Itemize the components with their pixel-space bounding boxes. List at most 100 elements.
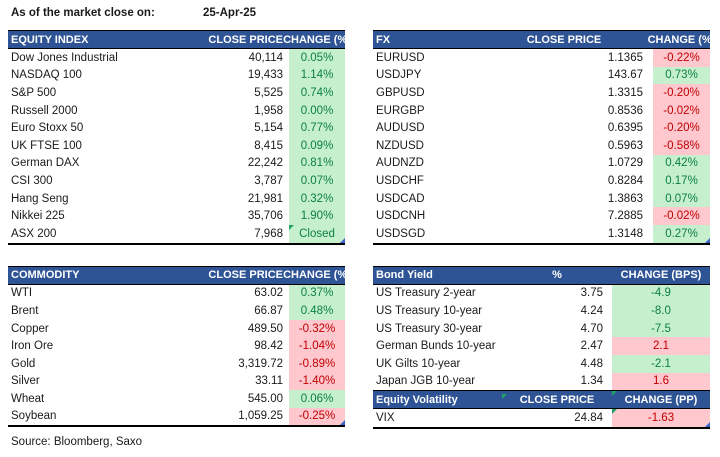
table-row: UK Gilts 10-year 4.48 -2.1 bbox=[373, 354, 710, 373]
right-column: FX CLOSE PRICE CHANGE (%) EURUSD 1.1365 -0… bbox=[373, 30, 715, 429]
change-text: 1.6 bbox=[653, 375, 669, 388]
table-row: Copper 489.50 -0.32% bbox=[8, 319, 345, 338]
change-value: 0.32% bbox=[289, 189, 345, 208]
equity-volatility-header: Equity Volatility CLOSE PRICE CHANGE (PP… bbox=[373, 390, 710, 410]
close-price-column-header: CLOSE PRICE bbox=[526, 33, 602, 46]
change-text: -4.9 bbox=[651, 287, 671, 300]
instrument-name: Silver bbox=[11, 375, 40, 388]
close-price-value: 19,433 bbox=[247, 69, 283, 82]
instrument-name: Nikkei 225 bbox=[11, 210, 65, 223]
table-row: USDCNH 7.2885 -0.02% bbox=[373, 207, 710, 225]
table-row: US Treasury 30-year 4.70 -7.5 bbox=[373, 319, 710, 338]
tables-grid: EQUITY INDEX CLOSE PRICE CHANGE (%) Dow … bbox=[8, 30, 715, 449]
change-text: 0.32% bbox=[300, 192, 334, 205]
instrument-name: USDSGD bbox=[376, 227, 426, 240]
table-row: WTI 63.02 0.37% bbox=[8, 284, 345, 303]
change-column-header: CHANGE (BPS) bbox=[620, 269, 702, 282]
change-value: 0.00% bbox=[289, 101, 345, 120]
change-text: 0.07% bbox=[300, 174, 334, 187]
table-row: ASX 200 7,968 Closed bbox=[8, 224, 345, 243]
table-row: AUDUSD 0.6395 -0.20% bbox=[373, 119, 710, 137]
instrument-name: Soybean bbox=[11, 410, 57, 423]
change-value: 0.06% bbox=[289, 390, 345, 408]
close-price-value: 3,319.72 bbox=[238, 357, 283, 370]
change-text: 0.17% bbox=[665, 174, 698, 187]
table-row: EURGBP 0.8536 -0.02% bbox=[373, 101, 710, 120]
instrument-name: AUDNZD bbox=[376, 157, 424, 170]
close-price-value: 98.42 bbox=[254, 340, 283, 353]
close-price-column-label: CLOSE PRICE bbox=[519, 393, 595, 406]
change-text: -8.0 bbox=[651, 304, 671, 317]
table-row: USDCAD 1.3863 0.07% bbox=[373, 189, 710, 208]
change-text: -1.63 bbox=[647, 411, 675, 424]
change-text: 0.00% bbox=[300, 104, 334, 117]
instrument-name: USDJPY bbox=[376, 69, 422, 82]
change-value: 0.81% bbox=[289, 154, 345, 173]
close-price-value: 4.70 bbox=[580, 322, 603, 335]
table-title: EQUITY INDEX bbox=[11, 33, 89, 46]
instrument-name: UK FTSE 100 bbox=[11, 139, 82, 152]
change-text: -0.89% bbox=[298, 357, 336, 370]
table-row: US Treasury 2-year 3.75 -4.9 bbox=[373, 284, 710, 303]
table-row: GBPUSD 1.3315 -0.20% bbox=[373, 84, 710, 102]
instrument-name: Hang Seng bbox=[11, 192, 69, 205]
instrument-name: Brent bbox=[11, 304, 39, 317]
close-price-value: 489.50 bbox=[247, 322, 283, 335]
change-value: 0.74% bbox=[289, 84, 345, 102]
change-value: 0.27% bbox=[653, 224, 710, 243]
close-price-value: 66.87 bbox=[254, 304, 283, 317]
instrument-name: WTI bbox=[11, 287, 33, 300]
change-text: 1.14% bbox=[300, 69, 334, 82]
close-price-value: 4.24 bbox=[580, 304, 603, 317]
close-price-value: 1.3148 bbox=[607, 227, 643, 240]
instrument-name: AUDUSD bbox=[376, 122, 425, 135]
change-text: 0.73% bbox=[665, 69, 698, 82]
fx-header: FX CLOSE PRICE CHANGE (%) bbox=[373, 30, 715, 49]
table-row: USDSGD 1.3148 0.27% bbox=[373, 224, 710, 243]
change-value: 0.37% bbox=[289, 284, 345, 303]
table-row: EURUSD 1.1365 -0.22% bbox=[373, 49, 710, 67]
table-row: Nikkei 225 35,706 1.90% bbox=[8, 207, 345, 225]
table-title: Bond Yield bbox=[376, 269, 433, 282]
instrument-name: S&P 500 bbox=[11, 86, 57, 99]
corner-marker-icon bbox=[705, 237, 710, 243]
change-value: -0.32% bbox=[289, 319, 345, 338]
equity-index-header: EQUITY INDEX CLOSE PRICE CHANGE (%) bbox=[8, 30, 351, 49]
close-price-value: 2.47 bbox=[580, 340, 603, 353]
close-price-value: 1.0729 bbox=[607, 157, 643, 170]
change-value: 0.17% bbox=[653, 172, 710, 190]
change-value: 0.48% bbox=[289, 302, 345, 320]
change-value: -0.02% bbox=[653, 207, 710, 225]
change-text: 2.1 bbox=[653, 340, 669, 353]
table-row: US Treasury 10-year 4.24 -8.0 bbox=[373, 302, 710, 320]
close-price-value: 63.02 bbox=[254, 287, 283, 300]
commodity-body: WTI 63.02 0.37% Brent 66.87 0.48% Copper 489.50… bbox=[8, 284, 345, 426]
source-note: Source: Bloomberg, Saxo bbox=[11, 436, 143, 449]
commodity-header: COMMODITY CLOSE PRICE CHANGE (%) bbox=[8, 265, 351, 285]
close-price-column-header: CLOSE PRICE bbox=[208, 269, 283, 282]
spacer bbox=[8, 245, 345, 266]
instrument-name: USDCAD bbox=[376, 192, 425, 205]
change-value: -0.22% bbox=[653, 49, 710, 67]
change-value: -1.04% bbox=[289, 337, 345, 355]
commodity-table: COMMODITY CLOSE PRICE CHANGE (%) WTI 63.0… bbox=[8, 265, 351, 428]
equity-index-body: Dow Jones Industrial 40,114 0.05% NASDAQ 10… bbox=[8, 49, 345, 243]
table-row: VIX 24.84 -1.63 bbox=[373, 409, 710, 427]
instrument-name: EURGBP bbox=[376, 104, 425, 117]
change-value: 2.1 bbox=[612, 337, 710, 355]
instrument-name: US Treasury 2-year bbox=[376, 287, 476, 300]
table-row: Iron Ore 98.42 -1.04% bbox=[8, 337, 345, 355]
table-row: Dow Jones Industrial 40,114 0.05% bbox=[8, 49, 345, 67]
change-value: 0.77% bbox=[289, 119, 345, 137]
change-text: -0.02% bbox=[663, 104, 700, 117]
instrument-name: ASX 200 bbox=[11, 227, 57, 240]
corner-marker-icon bbox=[705, 421, 710, 427]
table-row: CSI 300 3,787 0.07% bbox=[8, 172, 345, 190]
close-price-value: 5,525 bbox=[254, 86, 283, 99]
change-text: 0.81% bbox=[300, 157, 334, 170]
close-price-value: 1.34 bbox=[580, 375, 603, 388]
close-price-value: 33.11 bbox=[255, 375, 283, 388]
change-value: 0.07% bbox=[289, 172, 345, 190]
change-value: Closed bbox=[289, 224, 345, 243]
table-row: USDJPY 143.67 0.73% bbox=[373, 66, 710, 85]
